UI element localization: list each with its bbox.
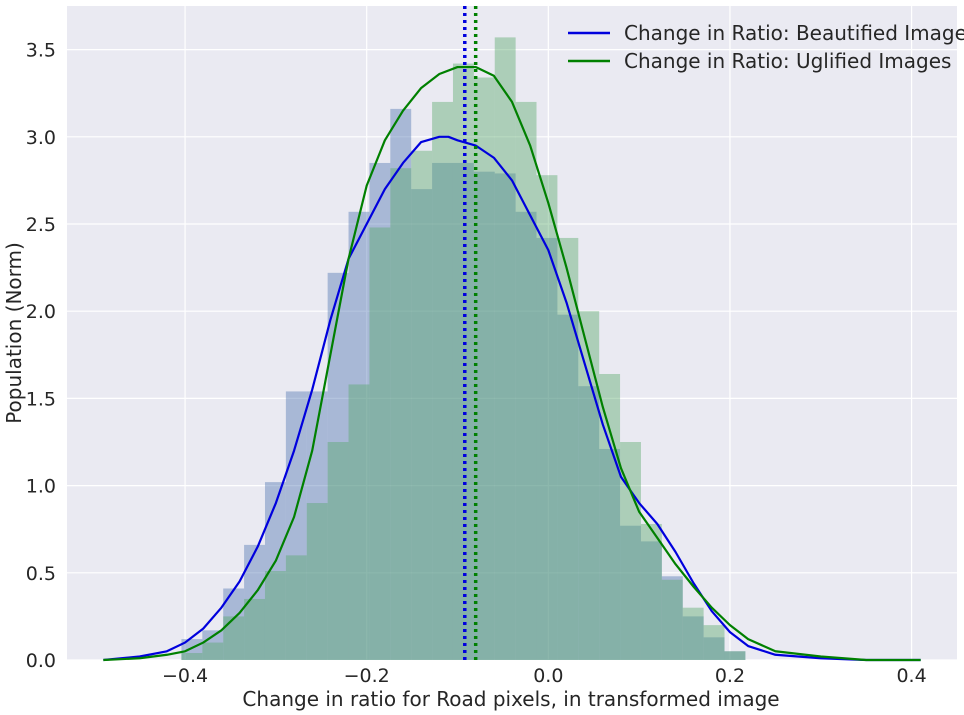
histogram-bar bbox=[327, 442, 349, 660]
histogram-bar bbox=[473, 171, 495, 660]
histogram-bar bbox=[661, 576, 683, 660]
y-tick-label: 2.5 bbox=[26, 214, 56, 236]
y-tick-label: 3.0 bbox=[26, 127, 56, 149]
x-tick-label: −0.4 bbox=[162, 665, 208, 687]
histogram-bar bbox=[640, 541, 662, 660]
plot-background bbox=[67, 6, 957, 660]
histogram-bar bbox=[411, 150, 433, 660]
histogram-bar bbox=[682, 607, 704, 660]
histogram-bar bbox=[369, 162, 391, 660]
kde-line bbox=[103, 65, 921, 662]
histogram-bar bbox=[244, 598, 265, 660]
y-tick-label: 0.0 bbox=[26, 650, 56, 672]
histogram-bar bbox=[432, 162, 453, 660]
histogram-bar bbox=[411, 189, 433, 660]
histogram-bar bbox=[494, 173, 516, 660]
histogram-bar bbox=[724, 651, 746, 660]
histogram-bar bbox=[223, 616, 245, 660]
histogram-bar bbox=[682, 616, 704, 660]
x-tick-label: 0.4 bbox=[896, 665, 926, 687]
legend-label-beautified: Change in Ratio: Beautified Images bbox=[624, 21, 964, 45]
histogram-bar bbox=[285, 555, 307, 660]
kde-curves bbox=[103, 65, 921, 662]
histogram-bar bbox=[306, 391, 328, 660]
histogram-bar bbox=[223, 588, 245, 660]
y-tick-label: 1.0 bbox=[26, 476, 56, 498]
histogram-bar bbox=[515, 211, 537, 661]
histogram-bar bbox=[244, 544, 265, 660]
histogram-bar bbox=[306, 503, 328, 660]
histogram-bar bbox=[703, 637, 725, 660]
histogram-bar bbox=[599, 373, 621, 660]
histogram-bar bbox=[264, 482, 286, 660]
histogram-bar bbox=[536, 175, 558, 660]
x-tick-label: 0.0 bbox=[533, 665, 563, 687]
histogram-bar bbox=[369, 227, 391, 660]
legend: Change in Ratio: Beautified Images Chang… bbox=[568, 21, 964, 73]
histogram-bar bbox=[348, 211, 370, 661]
grid-lines bbox=[67, 6, 957, 661]
histogram-bar bbox=[557, 237, 579, 660]
histogram-bar bbox=[452, 162, 474, 660]
histogram-bar bbox=[578, 386, 600, 660]
y-tick-label: 2.0 bbox=[26, 301, 56, 323]
histogram-bar bbox=[724, 651, 746, 660]
histogram-bar bbox=[599, 448, 621, 660]
x-tick-label: −0.2 bbox=[344, 665, 390, 687]
histogram-bar bbox=[390, 168, 412, 660]
histogram-bar bbox=[557, 314, 579, 660]
histogram-bar bbox=[536, 237, 558, 660]
histogram-bar bbox=[452, 63, 474, 660]
histogram-bars bbox=[181, 37, 746, 661]
x-axis-label: Change in ratio for Road pixels, in tran… bbox=[242, 687, 779, 711]
histogram-bar bbox=[620, 525, 641, 660]
y-tick-label: 1.5 bbox=[26, 388, 56, 410]
histogram-bar bbox=[494, 37, 516, 661]
x-tick-label: 0.2 bbox=[715, 665, 745, 687]
x-tick-labels: −0.4 −0.2 0.0 0.2 0.4 bbox=[162, 665, 927, 687]
histogram-bar bbox=[202, 630, 224, 660]
histogram-bar bbox=[390, 108, 412, 660]
histogram-bar bbox=[181, 653, 203, 660]
histogram-bar bbox=[264, 571, 286, 660]
histogram-bar bbox=[327, 272, 349, 660]
histogram-bar bbox=[473, 77, 495, 660]
y-tick-label: 3.5 bbox=[26, 40, 56, 62]
histogram-bar bbox=[515, 101, 537, 661]
histogram-bar bbox=[348, 384, 370, 660]
histogram-bar bbox=[432, 101, 453, 661]
histogram-bar bbox=[661, 579, 683, 660]
y-tick-label: 0.5 bbox=[26, 563, 56, 585]
histogram-bar bbox=[202, 642, 224, 660]
histogram-bar bbox=[703, 625, 725, 660]
y-tick-labels: 0.0 0.5 1.0 1.5 2.0 2.5 3.0 3.5 bbox=[26, 40, 56, 672]
histogram-bar bbox=[640, 523, 662, 660]
y-axis-label: Population (Norm) bbox=[2, 242, 26, 424]
legend-label-uglified: Change in Ratio: Uglified Images bbox=[624, 49, 951, 73]
histogram-bar bbox=[578, 311, 600, 660]
